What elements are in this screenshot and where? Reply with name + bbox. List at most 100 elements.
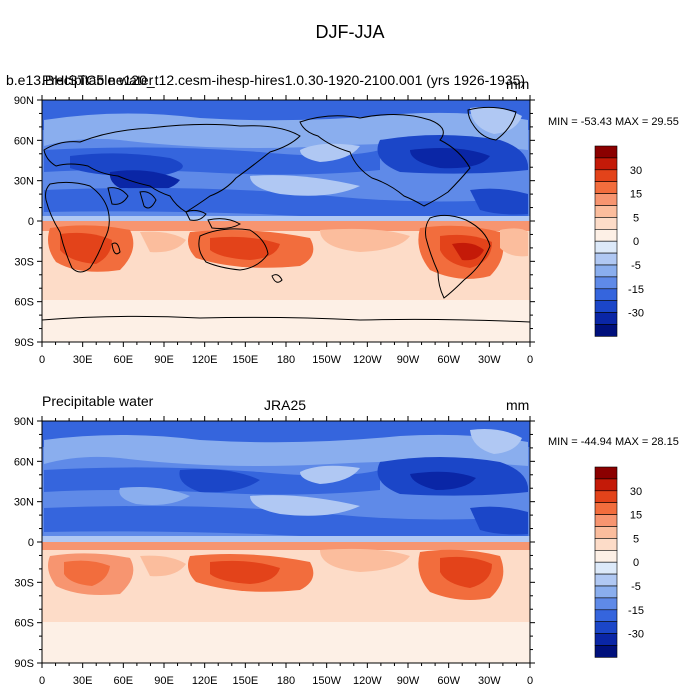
panel2-left-title: Precipitable water (42, 393, 154, 409)
panel2-units: mm (506, 397, 530, 413)
lon-tick-label: 120W (353, 675, 382, 687)
colorbar-box (594, 252, 618, 266)
lat-tick-label: 90N (14, 416, 34, 428)
panel2-axis-ticks: 90N 60N 30N 0 30S 60S 90S 0 30E 60E 90E 120E 150E 180… (14, 416, 535, 687)
colorbar-box (594, 609, 618, 622)
lat-tick-label: 90N (14, 95, 34, 107)
lon-tick-label: 180 (277, 675, 295, 687)
panel1-colorbar: 30 15 5 0 -5 -15 -30 (594, 145, 644, 337)
lon-tick-label: 60W (437, 675, 460, 687)
lon-tick-label: 90E (154, 354, 174, 366)
colorbar-label: 0 (633, 557, 639, 569)
lon-tick-label: 0 (527, 354, 533, 366)
colorbar-box (594, 514, 618, 527)
colorbar-label: 15 (630, 189, 642, 201)
panel1-center-title: b.e13.BHISTC5.ne120_t12.cesm-ihesp-hires… (6, 72, 526, 88)
colorbar-box (594, 205, 618, 218)
lon-tick-label: 150E (232, 354, 258, 366)
panel2-colorbar: 30 15 5 0 -5 -15 -30 (594, 466, 644, 658)
lon-tick-label: 90E (154, 675, 174, 687)
lon-tick-label: 90W (397, 675, 420, 687)
colorbar-label: -30 (628, 629, 644, 641)
colorbar-box (594, 621, 618, 634)
colorbar-box (594, 573, 618, 587)
colorbar-box (594, 312, 618, 325)
lat-tick-label: 90S (14, 337, 34, 349)
colorbar-box (594, 217, 618, 230)
colorbar-box (594, 549, 618, 563)
lon-tick-label: 0 (39, 675, 45, 687)
colorbar-label: -15 (628, 284, 644, 296)
lat-tick-label: 90S (14, 658, 34, 670)
colorbar-box (594, 585, 618, 599)
lon-tick-label: 150W (312, 354, 341, 366)
lon-tick-label: 30E (73, 675, 93, 687)
colorbar-label: -5 (631, 260, 641, 272)
colorbar-label: 30 (630, 486, 642, 498)
lon-tick-label: 60E (114, 354, 134, 366)
panel1-min-max: MIN = -53.43 MAX = 29.55 (548, 116, 679, 128)
colorbar-box (594, 490, 618, 503)
colorbar-box (594, 466, 618, 480)
lat-tick-label: 60N (14, 456, 34, 468)
panel1-axis-ticks: 90N 60N 30N 0 30S 60S 90S 0 30E 60E 90E 120E 150E 180… (14, 95, 535, 366)
lon-tick-label: 150W (312, 675, 341, 687)
colorbar-box (594, 157, 618, 171)
colorbar-box (594, 229, 618, 242)
lon-tick-label: 150E (232, 675, 258, 687)
colorbar-label: 30 (630, 165, 642, 177)
lon-tick-label: 60E (114, 675, 134, 687)
lon-tick-label: 90W (397, 354, 420, 366)
colorbar-box (594, 181, 618, 194)
colorbar-box (594, 169, 618, 183)
colorbar-label: 0 (633, 236, 639, 248)
lon-tick-label: 60W (437, 354, 460, 366)
colorbar-box (594, 502, 618, 515)
colorbar-box (594, 145, 618, 159)
colorbar-box (594, 324, 618, 337)
colorbar-box (594, 276, 618, 290)
colorbar-box (594, 561, 618, 575)
lon-tick-label: 0 (39, 354, 45, 366)
colorbar-box (594, 193, 618, 206)
panel1-map: 90N 60N 30N 0 30S 60S 90S 0 30E 60E 90E 120E 150E 180… (14, 95, 535, 366)
lat-tick-label: 30S (14, 577, 34, 589)
colorbar-box (594, 478, 618, 492)
lat-tick-label: 0 (28, 216, 34, 228)
panel2-map: 90N 60N 30N 0 30S 60S 90S 0 30E 60E 90E 120E 150E 180… (14, 416, 535, 687)
panel1-left-title: Precipitable water (42, 72, 154, 88)
lon-tick-label: 0 (527, 675, 533, 687)
colorbar-box (594, 526, 618, 539)
lon-tick-label: 120E (192, 354, 218, 366)
colorbar-label: -15 (628, 605, 644, 617)
panel2-min-max: MIN = -44.94 MAX = 28.15 (548, 436, 679, 448)
lat-tick-label: 60S (14, 297, 34, 309)
lon-tick-label: 30W (478, 354, 501, 366)
lon-tick-label: 120E (192, 675, 218, 687)
colorbar-box (594, 300, 618, 313)
colorbar-box (594, 240, 618, 254)
lon-tick-label: 120W (353, 354, 382, 366)
figure-title: DJF-JJA (315, 22, 385, 42)
panel1-units: mm (506, 76, 530, 92)
panel2-center-title: JRA25 (264, 397, 307, 413)
lat-tick-label: 30S (14, 256, 34, 268)
colorbar-box (594, 264, 618, 278)
lat-tick-label: 60N (14, 135, 34, 147)
lat-tick-label: 30N (14, 497, 34, 509)
colorbar-box (594, 597, 618, 611)
colorbar-label: 5 (633, 212, 639, 224)
colorbar-box (594, 645, 618, 658)
colorbar-label: -5 (631, 581, 641, 593)
lon-tick-label: 180 (277, 354, 295, 366)
lon-tick-label: 30E (73, 354, 93, 366)
colorbar-label: 15 (630, 510, 642, 522)
lon-tick-label: 30W (478, 675, 501, 687)
colorbar-box (594, 538, 618, 551)
lat-tick-label: 30N (14, 176, 34, 188)
lat-tick-label: 0 (28, 537, 34, 549)
colorbar-box (594, 288, 618, 301)
colorbar-label: -30 (628, 308, 644, 320)
lat-tick-label: 60S (14, 618, 34, 630)
